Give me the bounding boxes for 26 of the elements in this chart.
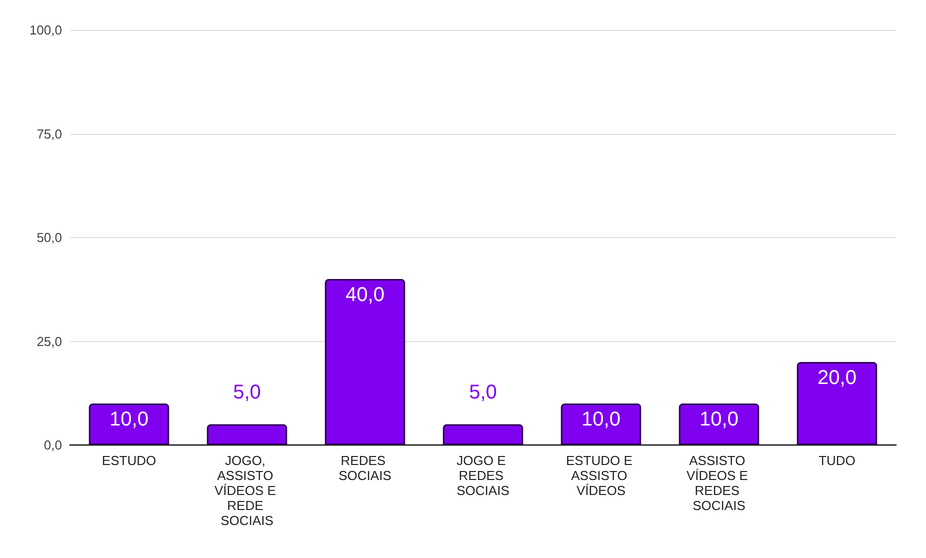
data-label: 10,0 bbox=[700, 408, 738, 430]
bar bbox=[796, 362, 878, 445]
x-tick-label: ESTUDO E ASSISTO VÍDEOS bbox=[566, 453, 636, 498]
y-tick-label: 0,0 bbox=[44, 438, 62, 452]
bar bbox=[324, 279, 406, 445]
y-tick-label: 100,0 bbox=[29, 22, 62, 38]
data-label: 10,0 bbox=[110, 408, 148, 430]
bar bbox=[560, 404, 642, 445]
data-label: 5,0 bbox=[233, 381, 261, 404]
data-label: 10,0 bbox=[582, 408, 620, 430]
x-tick-label: JOGO, ASSISTO VÍDEOS E REDE SOCIAIS bbox=[214, 453, 280, 528]
x-tick-label: TUDO bbox=[818, 453, 856, 468]
x-tick-label: ESTUDO bbox=[102, 453, 156, 468]
y-tick-label: 50,0 bbox=[36, 230, 62, 245]
x-tick-label: ASSISTO VÍDEOS E REDES SOCIAIS bbox=[686, 453, 752, 513]
bar bbox=[88, 404, 170, 445]
y-tick-label: 25,0 bbox=[36, 334, 62, 349]
bar bbox=[678, 404, 760, 445]
x-tick-label: JOGO E REDES SOCIAIS bbox=[456, 453, 510, 498]
y-tick-label: 75,0 bbox=[36, 126, 62, 142]
bar bbox=[206, 424, 288, 445]
data-label: 5,0 bbox=[469, 381, 497, 404]
data-label: 20,0 bbox=[818, 367, 856, 389]
data-label: 40,0 bbox=[346, 284, 384, 306]
x-tick-label: REDES SOCIAIS bbox=[338, 453, 392, 483]
bar bbox=[442, 424, 524, 445]
